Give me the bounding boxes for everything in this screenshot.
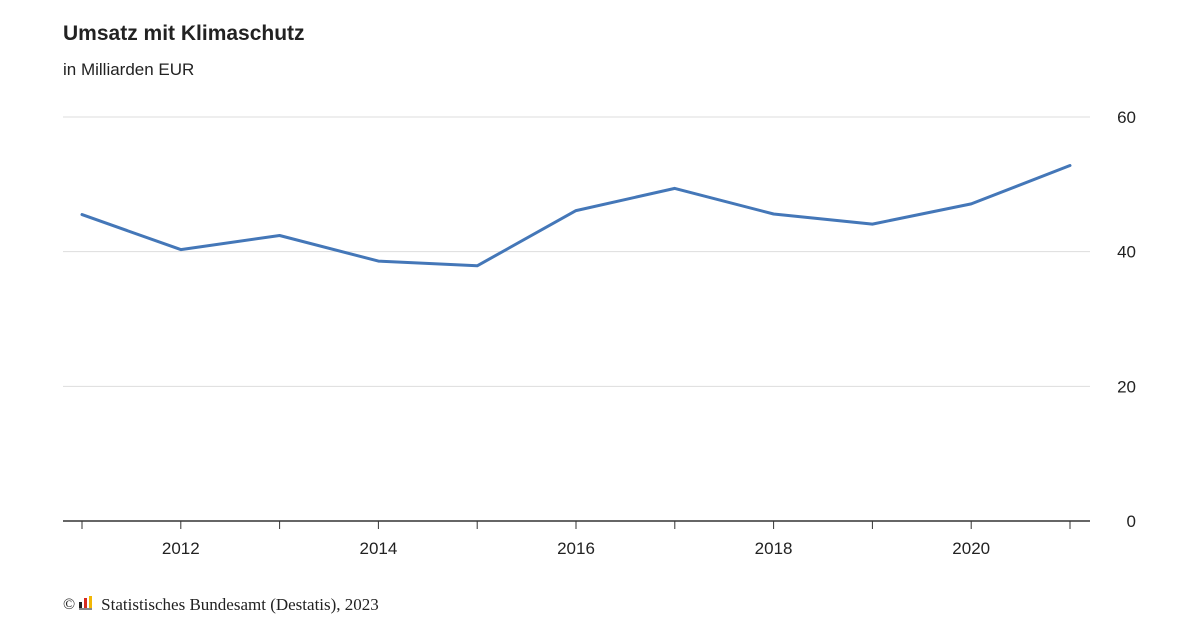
y-tick-label-40: 40 — [1117, 243, 1136, 262]
y-tick-label-20: 20 — [1117, 377, 1136, 396]
x-tick-label-2016: 2016 — [557, 539, 595, 558]
chart-title: Umsatz mit Klimaschutz — [63, 22, 305, 45]
x-tick-label-2020: 2020 — [952, 539, 990, 558]
y-tick-label-60: 60 — [1117, 108, 1136, 127]
destatis-logo-icon — [79, 595, 95, 615]
gridlines — [63, 116, 1090, 387]
chart-subtitle: in Milliarden EUR — [63, 60, 195, 79]
source-text: Statistisches Bundesamt (Destatis), 2023 — [101, 595, 379, 614]
series-layer — [80, 164, 1072, 268]
copyright-symbol: © — [63, 596, 76, 613]
series-line-0 — [80, 164, 1072, 268]
source-footer: © Statistisches Bundesamt (Destatis), 20… — [63, 595, 379, 615]
x-axis: 2012 2014 2016 2018 2020 — [63, 520, 1090, 558]
y-tick-label-0: 0 — [1127, 512, 1136, 531]
x-tick-label-2018: 2018 — [755, 539, 793, 558]
x-tick-label-2012: 2012 — [162, 539, 200, 558]
x-tick-label-2014: 2014 — [359, 539, 397, 558]
y-axis-ticks: 0 20 40 60 — [1117, 108, 1136, 531]
